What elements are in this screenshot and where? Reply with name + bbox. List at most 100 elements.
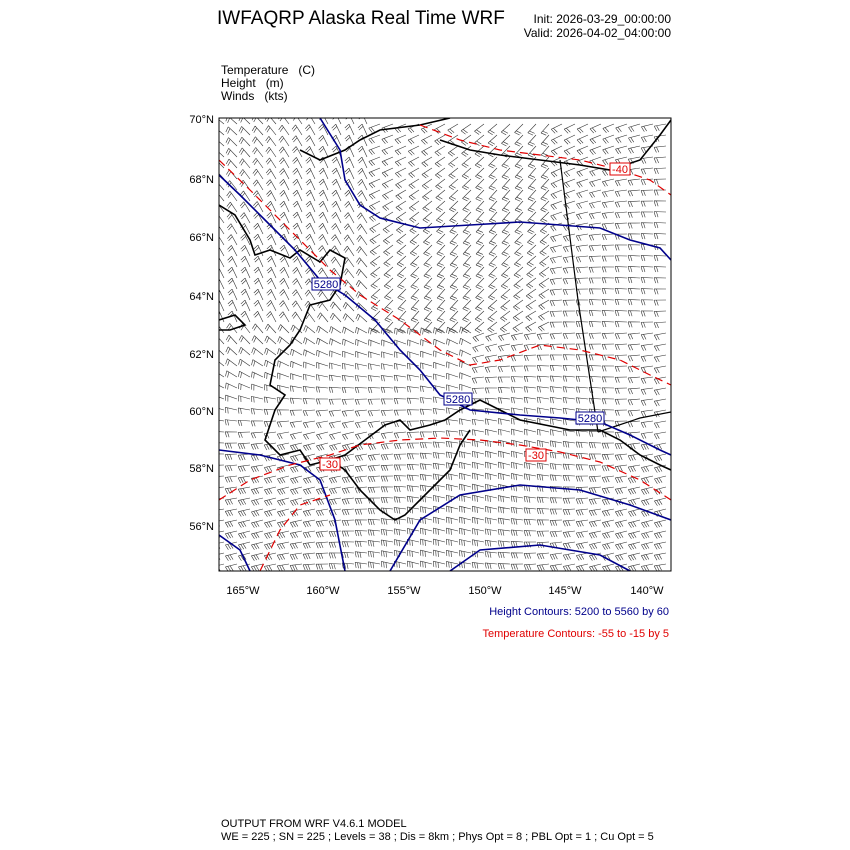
wind-barb xyxy=(369,233,381,245)
wind-barb xyxy=(305,200,316,213)
wind-barb xyxy=(614,222,628,229)
wind-barb xyxy=(380,453,394,461)
wind-barb xyxy=(278,118,290,125)
wind-barb xyxy=(251,347,264,356)
wind-barb xyxy=(562,497,576,504)
wind-barb xyxy=(237,497,251,506)
wind-barb xyxy=(435,167,446,179)
wind-barb xyxy=(445,451,459,459)
wind-barb xyxy=(484,539,498,547)
wind-barb xyxy=(367,518,381,526)
wind-barb xyxy=(459,527,472,536)
wind-barb xyxy=(536,519,550,526)
coastlines xyxy=(219,118,671,521)
wind-barb xyxy=(367,508,381,515)
wind-barb xyxy=(523,343,537,351)
wind-barb xyxy=(487,299,498,312)
wind-barb xyxy=(289,409,303,416)
wind-barb xyxy=(472,343,485,353)
wind-barb xyxy=(549,463,563,470)
wind-barb xyxy=(640,266,654,273)
wind-barb xyxy=(485,494,498,503)
wind-barb xyxy=(614,365,628,372)
wind-barb xyxy=(549,332,563,340)
wind-barb xyxy=(341,497,355,505)
wind-barb xyxy=(536,552,550,560)
wind-barb xyxy=(357,179,368,191)
wind-barb xyxy=(640,453,654,462)
wind-barb xyxy=(302,541,316,549)
wind-barb xyxy=(588,508,602,517)
wind-barb xyxy=(344,167,355,180)
wind-barb xyxy=(251,335,264,345)
wind-barb xyxy=(510,495,524,503)
wind-barb xyxy=(219,215,225,224)
wind-barb xyxy=(640,343,654,351)
wind-barb xyxy=(341,420,355,429)
wind-barb xyxy=(436,321,446,334)
wind-barb xyxy=(419,474,433,481)
wind-barb xyxy=(484,387,498,394)
wind-barb xyxy=(436,310,446,323)
wind-barb xyxy=(562,508,576,516)
wind-barb xyxy=(575,530,589,539)
wind-barb xyxy=(318,234,329,246)
wind-barb xyxy=(536,508,550,515)
wind-barb xyxy=(318,135,329,147)
wind-barb xyxy=(501,244,511,257)
wind-barb xyxy=(354,519,368,526)
wind-barb xyxy=(434,134,446,145)
wind-barb xyxy=(432,408,446,415)
wind-barb xyxy=(410,310,420,323)
wind-barb xyxy=(276,420,290,428)
wind-barb xyxy=(291,118,303,125)
wind-barb xyxy=(575,441,589,448)
wind-barb xyxy=(394,550,407,558)
wind-barb xyxy=(549,266,563,275)
wind-barb xyxy=(305,146,316,158)
wind-barb xyxy=(474,310,485,323)
wind-barb xyxy=(433,338,446,346)
lon-tick: 140°W xyxy=(630,585,664,597)
wind-barb xyxy=(369,222,381,234)
wind-barb xyxy=(251,530,264,539)
wind-barb xyxy=(410,277,420,290)
wind-barb xyxy=(562,452,576,459)
wind-barb xyxy=(501,134,511,147)
wind-barb xyxy=(614,486,628,495)
wind-barb xyxy=(382,200,394,211)
wind-barb xyxy=(498,484,511,492)
wind-barb xyxy=(252,190,264,202)
wind-barb xyxy=(342,362,355,370)
wind-barb xyxy=(475,189,485,202)
wind-barb xyxy=(575,332,589,339)
wind-barb xyxy=(576,145,589,156)
wind-barb xyxy=(251,508,264,517)
wind-barb xyxy=(358,118,368,125)
wind-barb xyxy=(292,267,303,279)
wind-barb xyxy=(562,386,576,393)
wind-barb xyxy=(263,408,277,415)
wind-barb xyxy=(419,408,433,415)
wind-barb xyxy=(602,123,615,133)
wind-barb xyxy=(250,464,264,473)
wind-barb xyxy=(393,409,407,416)
wind-barb xyxy=(448,178,459,190)
wind-barb xyxy=(539,266,550,278)
wind-barb xyxy=(305,178,316,191)
wind-barb xyxy=(615,123,628,133)
wind-barb xyxy=(253,299,264,312)
wind-barb xyxy=(238,358,251,367)
wind-barb xyxy=(640,189,654,196)
wind-barb xyxy=(356,223,368,235)
wind-barb xyxy=(380,550,394,558)
wind-barb xyxy=(540,123,550,136)
wind-barb xyxy=(316,453,329,462)
wind-barb xyxy=(640,134,654,143)
wind-barb xyxy=(238,395,251,403)
wind-barb xyxy=(367,561,381,569)
wind-barb xyxy=(420,549,433,557)
wind-barb xyxy=(381,156,394,167)
wind-barb xyxy=(277,530,290,539)
wind-barb xyxy=(588,453,602,460)
